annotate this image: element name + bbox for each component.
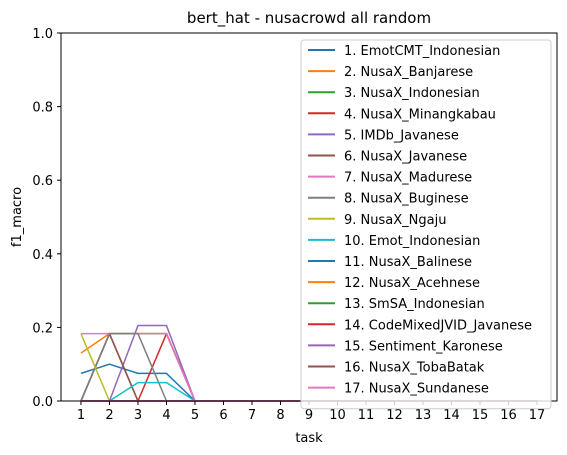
legend-entry: 13. SmSA_Indonesian	[344, 297, 485, 312]
x-tick-label: 13	[415, 408, 432, 423]
x-tick-label: 5	[191, 408, 199, 423]
legend: 1. EmotCMT_Indonesian 2. NusaX_Banjarese 3…	[301, 40, 551, 409]
legend-entry: 9. NusaX_Ngaju	[344, 213, 446, 228]
legend-entry: 15. Sentiment_Karonese	[344, 339, 503, 354]
legend-entry: 2. NusaX_Banjarese	[344, 65, 473, 80]
x-tick-label: 17	[529, 408, 546, 423]
x-axis-label: task	[295, 431, 323, 446]
x-tick-label: 11	[358, 408, 375, 423]
y-tick-label: 0.6	[32, 174, 53, 189]
x-tick-label: 12	[386, 408, 403, 423]
legend-entry: 3. NusaX_Indonesian	[344, 86, 480, 101]
x-tick-label: 15	[472, 408, 489, 423]
x-tick-label: 4	[162, 408, 170, 423]
legend-entry: 12. NusaX_Acehnese	[344, 276, 480, 291]
x-tick-label: 14	[443, 408, 460, 423]
x-tick-label: 3	[134, 408, 142, 423]
x-tick-label: 16	[500, 408, 517, 423]
legend-entry: 8. NusaX_Buginese	[344, 192, 469, 207]
legend-entry: 14. CodeMixedJVID_Javanese	[344, 318, 532, 333]
x-tick-label: 6	[219, 408, 227, 423]
legend-entry: 11. NusaX_Balinese	[344, 255, 472, 270]
legend-entry: 16. NusaX_TobaBatak	[344, 361, 485, 376]
x-tick-label: 2	[105, 408, 113, 423]
legend-entry: 10. Emot_Indonesian	[344, 234, 480, 249]
y-tick-label: 0.0	[32, 395, 53, 410]
x-tick-label: 1	[77, 408, 85, 423]
y-tick-label: 0.4	[32, 248, 53, 263]
legend-entry: 6. NusaX_Javanese	[344, 150, 467, 165]
y-axis-label: f1_macro	[10, 187, 25, 247]
x-tick-label: 9	[305, 408, 313, 423]
legend-entry: 17. NusaX_Sundanese	[344, 382, 489, 397]
legend-entry: 7. NusaX_Madurese	[344, 171, 472, 186]
legend-entry: 1. EmotCMT_Indonesian	[344, 44, 500, 59]
y-tick-label: 0.2	[32, 321, 53, 336]
x-tick-label: 10	[329, 408, 346, 423]
y-tick-label: 0.8	[32, 101, 53, 116]
x-tick-label: 7	[248, 408, 256, 423]
y-axis: 0.0 0.2 0.4 0.6 0.8 1.0	[32, 27, 61, 410]
chart-title: bert_hat - nusacrowd all random	[187, 9, 431, 28]
legend-entry: 5. IMDb_Javanese	[344, 128, 459, 143]
legend-entry: 4. NusaX_Minangkabau	[344, 107, 496, 122]
x-tick-label: 8	[276, 408, 284, 423]
y-tick-label: 1.0	[32, 27, 53, 42]
